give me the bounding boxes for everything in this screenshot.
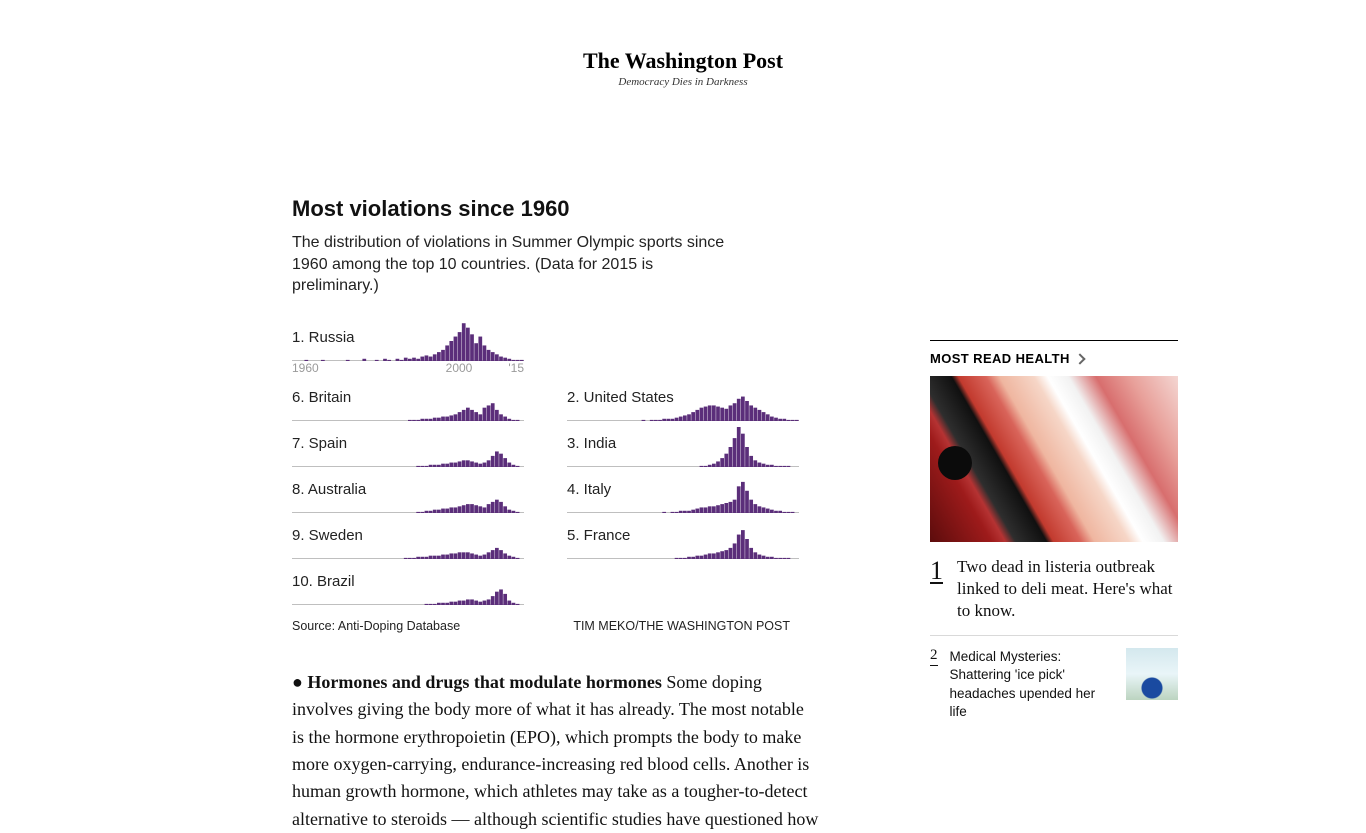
sm-cell: 3. India: [567, 421, 808, 467]
sm-cell: 10. Brazil: [292, 559, 533, 605]
small-multiples-grid: 1. Russia19602000'156. Britain2. United …: [292, 315, 808, 605]
chart-title: Most violations since 1960: [292, 196, 808, 222]
sm-cell: 8. Australia: [292, 467, 533, 513]
sm-cell: 5. France: [567, 513, 808, 559]
sm-cell: 4. Italy: [567, 467, 808, 513]
article-body-text: Some doping involves giving the body mor…: [292, 672, 818, 829]
article-main-column: Most violations since 1960 The distribut…: [292, 196, 808, 833]
sidebar-heading[interactable]: MOST READ HEALTH: [930, 351, 1178, 366]
most-read-item-2[interactable]: 2 Medical Mysteries: Shattering 'ice pic…: [930, 648, 1178, 721]
most-read-thumbnail-2: [1126, 648, 1178, 700]
masthead-tagline: Democracy Dies in Darkness: [0, 76, 1366, 88]
chart-source-left: Source: Anti-Doping Database: [292, 619, 460, 633]
article-lead-strong: Hormones and drugs that modulate hormone…: [307, 672, 662, 692]
sidebar-rule: [930, 340, 1178, 341]
sm-cell: 1. Russia: [292, 315, 533, 361]
article-body: ● Hormones and drugs that modulate hormo…: [292, 669, 820, 833]
sidebar-heading-text: MOST READ HEALTH: [930, 351, 1070, 366]
bullet-glyph: ●: [292, 672, 303, 692]
most-read-headline-2: Medical Mysteries: Shattering 'ice pick'…: [950, 648, 1115, 721]
most-read-headline-1: Two dead in listeria outbreak linked to …: [957, 556, 1178, 621]
chart-source-row: Source: Anti-Doping Database TIM MEKO/TH…: [292, 619, 790, 633]
most-read-rank-1: 1: [930, 556, 943, 584]
sm-cell: 7. Spain: [292, 421, 533, 467]
site-header: The Washington Post Democracy Dies in Da…: [0, 0, 1366, 88]
most-read-sidebar: MOST READ HEALTH 1 Two dead in listeria …: [930, 340, 1178, 721]
sidebar-hero-image[interactable]: [930, 376, 1178, 542]
masthead-logo[interactable]: The Washington Post: [0, 48, 1366, 74]
sm-cell: 6. Britain: [292, 375, 533, 421]
most-read-rank-2: 2: [930, 648, 938, 666]
chevron-right-icon: [1074, 353, 1085, 364]
sm-cell: 2. United States: [567, 375, 808, 421]
chart-subtitle: The distribution of violations in Summer…: [292, 232, 742, 297]
most-read-item-1[interactable]: 1 Two dead in listeria outbreak linked t…: [930, 556, 1178, 636]
sm-cell: 9. Sweden: [292, 513, 533, 559]
chart-source-right: TIM MEKO/THE WASHINGTON POST: [573, 619, 790, 633]
